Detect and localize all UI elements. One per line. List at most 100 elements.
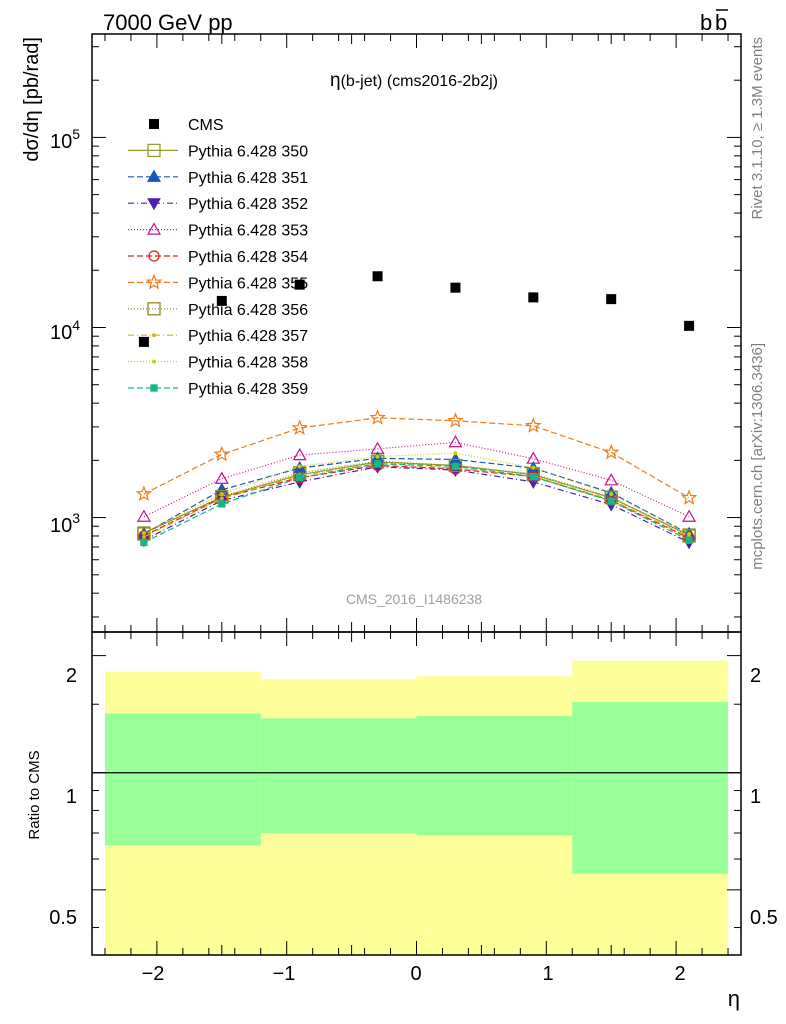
legend-item-5: Pythia 6.428 355 [128,273,308,292]
series-5-point-4 [447,412,464,428]
series-5-point-7 [680,489,698,505]
ratio-tick-label-left-1: 1 [66,786,77,808]
series-8-point-2 [297,464,302,469]
legend-item-cms: CMS [149,117,224,134]
series-9-point-0 [140,538,148,547]
series-7-point-1 [219,496,224,501]
x-tick-label-1: 1 [542,963,553,985]
series-8-point-4 [453,451,458,456]
series-line-7 [143,463,690,538]
rivet-label: Rivet 3.1.10, ≥ 1.3M events [749,37,766,220]
series-3-point-6 [604,473,619,486]
series-4-point-2 [294,472,306,484]
series-5-point-5 [525,417,542,433]
series-5-point-1 [213,445,231,462]
legend-item-0: Pythia 6.428 350 [128,143,308,160]
series-6-point-4 [448,458,463,473]
legend-label-5: Pythia 6.428 355 [188,275,308,292]
legend-label-6: Pythia 6.428 356 [188,302,308,319]
legend: CMS Pythia 6.428 350 Pythia 6.428 351 Pythi… [128,117,308,398]
cms-point-6 [606,294,617,305]
legend-label-1: Pythia 6.428 351 [188,170,308,187]
legend-marker-0 [147,143,161,158]
ratio-bands [104,660,729,955]
series-line-9 [143,463,690,543]
y-tick-label-1e4: 104 [50,317,80,344]
series-5 [135,409,698,505]
series-8-point-3 [375,454,380,459]
series-9-point-3 [373,460,382,468]
legend-label-2: Pythia 6.428 352 [188,196,308,213]
ratio-ylabel: Ratio to CMS [26,750,43,839]
main-ylabel: dσ/dη [pb/rad] [21,37,43,162]
series-9-point-7 [685,536,693,544]
main-y-tick-labels: 103 104 105 [50,126,80,537]
header-right: b b [700,9,728,35]
cms-data [138,271,695,347]
x-tick-labels: −2 −1 0 1 2 [142,963,686,985]
x-tick-label-m2: −2 [142,963,165,985]
series-3-point-0 [136,509,151,522]
mcplots-label: mcplots.cern.ch [arXiv:1306.3436] [749,343,766,570]
series-8-point-6 [609,492,614,497]
x-axis-label: η [728,986,740,1011]
series-3-point-7 [682,509,697,522]
series-8-point-0 [141,530,146,535]
legend-label-9: Pythia 6.428 359 [188,381,308,398]
legend-marker-6 [147,302,161,316]
x-tick-label-0: 0 [410,963,421,985]
legend-label-cms: CMS [188,117,224,134]
legend-label-4: Pythia 6.428 354 [188,249,308,266]
legend-marker-cms [149,119,159,129]
cms-point-3 [372,271,383,282]
legend-item-8: Pythia 6.428 358 [128,355,308,372]
header-right-b: b [700,10,712,35]
series-5-point-0 [135,485,153,502]
ratio-y-tick-labels-left: 0.5 1 2 [49,665,77,929]
legend-marker-7 [152,333,156,338]
legend-item-6: Pythia 6.428 356 [128,302,308,319]
legend-item-3: Pythia 6.428 353 [128,222,308,240]
series-9 [140,460,693,547]
series-3-point-1 [214,471,229,484]
series-5-point-6 [602,443,620,460]
legend-marker-5 [145,273,163,290]
y-tick-label-1e5: 105 [50,126,80,153]
series-8-point-5 [531,465,536,470]
cms-point-5 [528,292,539,303]
legend-marker-2 [147,198,161,211]
ratio-tick-label-right-0.5: 0.5 [750,907,778,929]
x-tick-label-m1: −1 [273,963,296,985]
legend-item-2: Pythia 6.428 352 [128,196,308,213]
legend-marker-3 [146,222,162,235]
ratio-tick-label-left-2: 2 [66,665,77,687]
ratio-band-green-1 [260,718,417,833]
legend-label-7: Pythia 6.428 357 [188,328,308,345]
series-9-point-1 [218,500,226,508]
legend-item-7: Pythia 6.428 357 [128,328,308,345]
series-5-point-3 [369,409,386,425]
series-8 [141,451,692,536]
cms-point-1 [216,295,227,306]
ratio-y-tick-labels-right: 0.5 1 2 [750,665,778,929]
legend-marker-9 [150,384,158,392]
series-3-point-2 [292,447,307,461]
legend-label-0: Pythia 6.428 350 [188,143,308,160]
cms-point-2 [294,279,305,290]
legend-marker-4 [148,250,160,262]
watermark: CMS_2016_I1486238 [346,591,482,607]
series-9-point-4 [451,462,460,470]
series-3 [136,435,697,522]
series-7-point-0 [141,535,146,540]
series-5-point-2 [291,419,308,435]
title-eta: η [330,70,341,91]
ratio-band-green-2 [416,715,573,836]
legend-item-1: Pythia 6.428 351 [128,169,308,187]
series-3-point-5 [526,451,541,464]
series-8-point-7 [687,531,692,536]
x-tick-label-2: 2 [674,963,685,985]
ratio-band-green-0 [104,713,261,846]
series-3-point-4 [448,435,463,448]
y-tick-label-1e3: 103 [50,510,80,537]
